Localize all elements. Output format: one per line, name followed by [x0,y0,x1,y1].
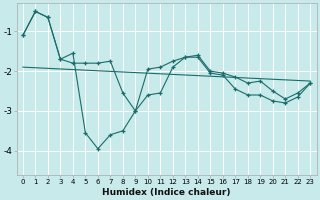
X-axis label: Humidex (Indice chaleur): Humidex (Indice chaleur) [102,188,231,197]
